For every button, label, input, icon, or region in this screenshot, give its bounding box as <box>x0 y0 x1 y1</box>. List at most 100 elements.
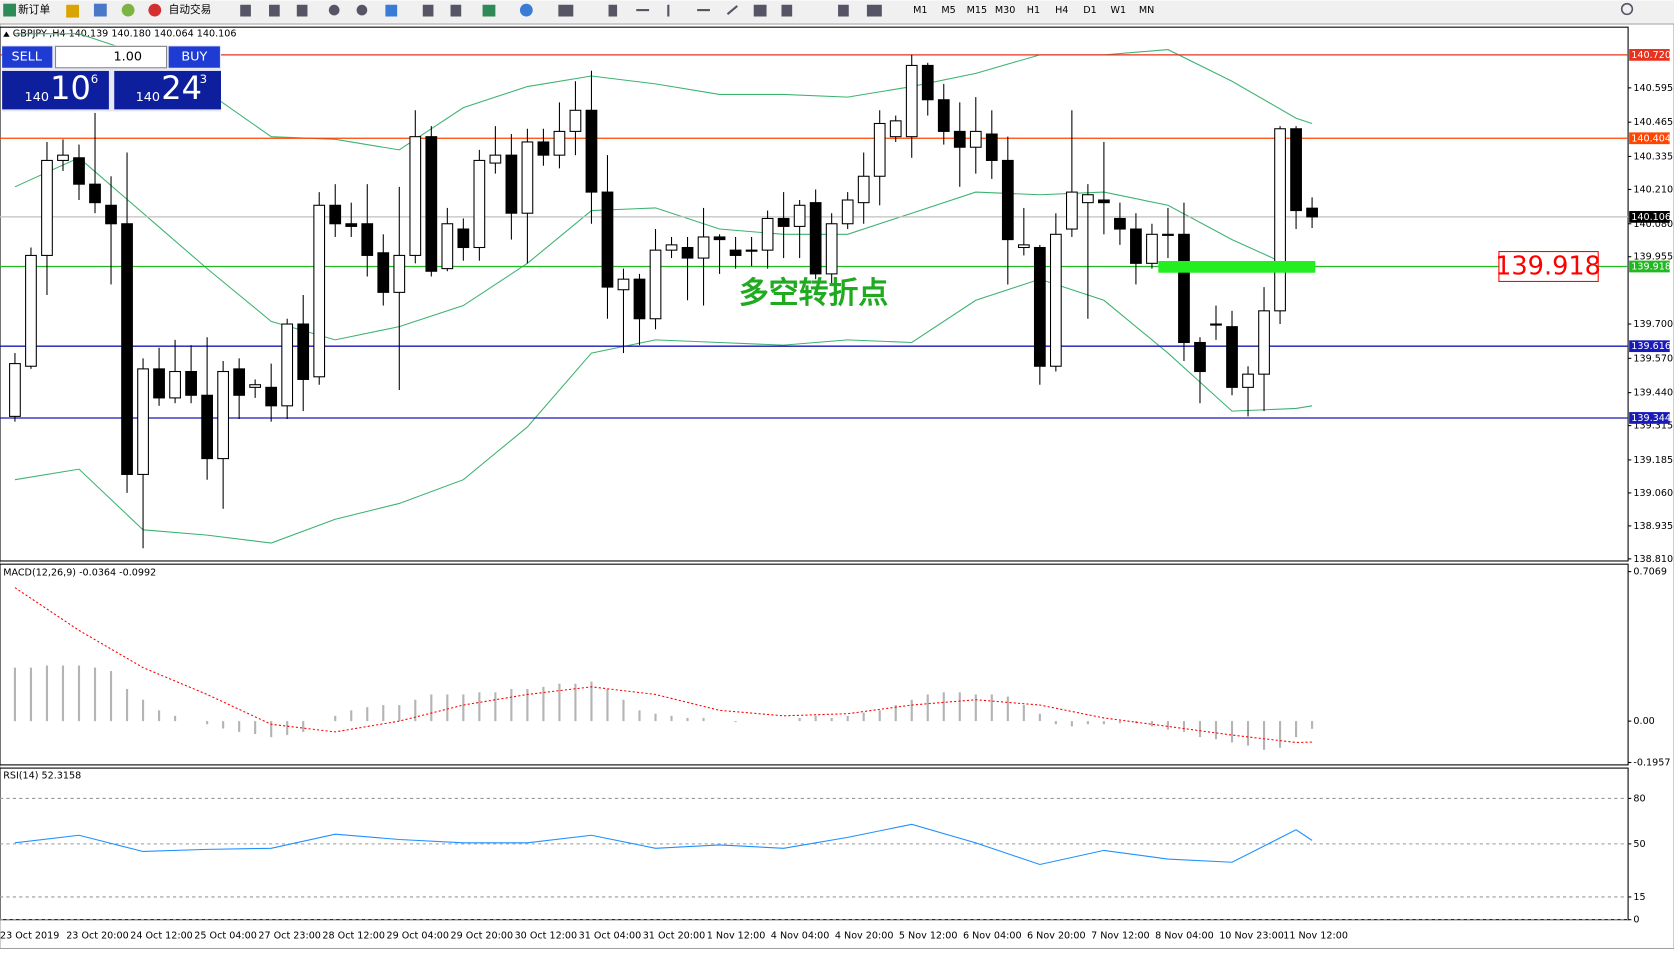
auto-trading[interactable]: 自动交易 <box>169 3 212 16</box>
candle-body <box>617 278 630 291</box>
level-label: 140.106 <box>1631 212 1671 223</box>
x-tick-label: 30 Oct 12:00 <box>515 931 578 942</box>
buy-point[interactable]: 3 <box>200 72 207 86</box>
y-tick-label: 140.465 <box>1633 117 1673 128</box>
tool-icon[interactable] <box>838 4 849 17</box>
candle-body <box>105 204 117 225</box>
buy-button[interactable] <box>168 46 220 68</box>
sell-price-box[interactable] <box>2 70 109 110</box>
x-tick-label: 4 Nov 04:00 <box>771 931 830 942</box>
annotation: 多空转折点 <box>739 276 889 311</box>
tool-icon[interactable] <box>296 4 308 17</box>
y-tick-label: 139.185 <box>1633 455 1673 466</box>
timeframe-button[interactable]: M15 <box>967 5 987 16</box>
timeframe-button[interactable]: M5 <box>941 5 955 16</box>
callout-label: 139.918 <box>1495 252 1601 282</box>
tool-icon[interactable] <box>269 4 280 17</box>
tool-icon[interactable] <box>781 4 793 17</box>
y-tick-label: 50 <box>1633 839 1645 850</box>
candle-body <box>297 323 310 380</box>
tool-icons <box>240 2 1634 17</box>
new-order-icon[interactable] <box>3 3 17 17</box>
auto-trading-icon[interactable] <box>148 3 162 17</box>
buy-big[interactable]: 140 <box>136 90 160 105</box>
x-tick-label: 31 Oct 04:00 <box>579 931 642 942</box>
new-order[interactable]: 新订单 <box>18 3 50 16</box>
candle-body <box>281 323 294 407</box>
sell-point[interactable]: 6 <box>91 72 98 86</box>
candle-body <box>873 122 886 177</box>
timeframe-button[interactable]: M1 <box>913 5 927 16</box>
x-tick-label: 6 Nov 20:00 <box>1027 931 1086 942</box>
tool-icon[interactable] <box>558 4 574 17</box>
candle-body <box>665 244 678 251</box>
x-tick-label: 10 Nov 23:00 <box>1219 931 1284 942</box>
tool-icon[interactable] <box>121 3 135 17</box>
tool-icon[interactable] <box>667 4 670 17</box>
candle-body <box>1130 228 1142 264</box>
candle-body <box>137 368 149 475</box>
buy-price-box[interactable] <box>114 70 221 110</box>
timeframe-button[interactable]: D1 <box>1083 5 1097 16</box>
tool-icon[interactable] <box>608 4 618 17</box>
x-tick-label: 4 Nov 20:00 <box>835 931 894 942</box>
search-icon[interactable] <box>1620 2 1634 16</box>
tool-icon[interactable] <box>753 4 767 17</box>
candle-body <box>505 154 518 214</box>
tool-icon[interactable] <box>93 3 107 17</box>
candle-body <box>905 64 918 138</box>
x-tick-label: 8 Nov 04:00 <box>1155 931 1214 942</box>
tool-icon[interactable] <box>240 4 251 17</box>
tool-icon[interactable] <box>385 4 398 17</box>
candle-body <box>1017 244 1030 249</box>
tool-icon[interactable] <box>519 3 533 17</box>
tool-icon[interactable] <box>356 4 368 16</box>
candle-body <box>1162 233 1174 236</box>
candle-body <box>1210 323 1222 326</box>
tool-icon[interactable] <box>450 4 462 17</box>
candle-body <box>649 249 662 320</box>
tool-icon[interactable] <box>422 4 434 17</box>
candle-body <box>633 278 646 320</box>
buy-pips[interactable]: 24 <box>161 69 202 107</box>
candle-body <box>601 191 614 288</box>
candle-body <box>1049 233 1062 367</box>
candle-body <box>425 136 438 272</box>
y-tick-label: 139.955 <box>1633 252 1673 263</box>
timeframe-button[interactable]: W1 <box>1111 5 1127 16</box>
candle-body <box>825 223 838 275</box>
y-tick-label: 139.570 <box>1633 353 1673 364</box>
level-label: 139.616 <box>1631 341 1671 352</box>
x-tick-label: 25 Oct 04:00 <box>194 931 257 942</box>
timeframe-button[interactable]: M30 <box>995 5 1016 16</box>
x-tick-label: 31 Oct 20:00 <box>643 931 706 942</box>
y-tick-label: 138.935 <box>1633 521 1673 532</box>
sell-pips[interactable]: 10 <box>50 69 91 107</box>
tool-icon[interactable] <box>726 5 738 16</box>
y-tick-label: 0 <box>1633 915 1639 926</box>
timeframe-button[interactable]: H1 <box>1027 5 1040 16</box>
tool-icon[interactable] <box>697 9 710 12</box>
sell-label[interactable]: SELL <box>11 50 42 65</box>
lot-field[interactable] <box>54 45 168 69</box>
candle-body <box>889 120 902 138</box>
lot-value[interactable]: 1.00 <box>113 50 142 65</box>
tool-icon[interactable] <box>482 4 496 17</box>
buy-label[interactable]: BUY <box>181 50 207 65</box>
tool-icon[interactable] <box>866 4 882 17</box>
bollinger-middle <box>14 157 1313 341</box>
sell-big[interactable]: 140 <box>25 90 49 105</box>
tool-icon[interactable] <box>66 4 80 18</box>
tool-icon[interactable] <box>328 4 340 16</box>
candle-body <box>73 157 85 185</box>
timeframe-button[interactable]: H4 <box>1055 5 1068 16</box>
x-tick-label: 1 Nov 12:00 <box>707 931 766 942</box>
sell-button[interactable] <box>2 46 53 68</box>
x-tick-label: 29 Oct 20:00 <box>451 931 514 942</box>
candle-body <box>313 204 326 378</box>
tool-icon[interactable] <box>636 9 650 12</box>
x-tick-label: 6 Nov 04:00 <box>963 931 1022 942</box>
candle-body <box>1274 128 1286 312</box>
timeframe-button[interactable]: MN <box>1139 5 1154 16</box>
